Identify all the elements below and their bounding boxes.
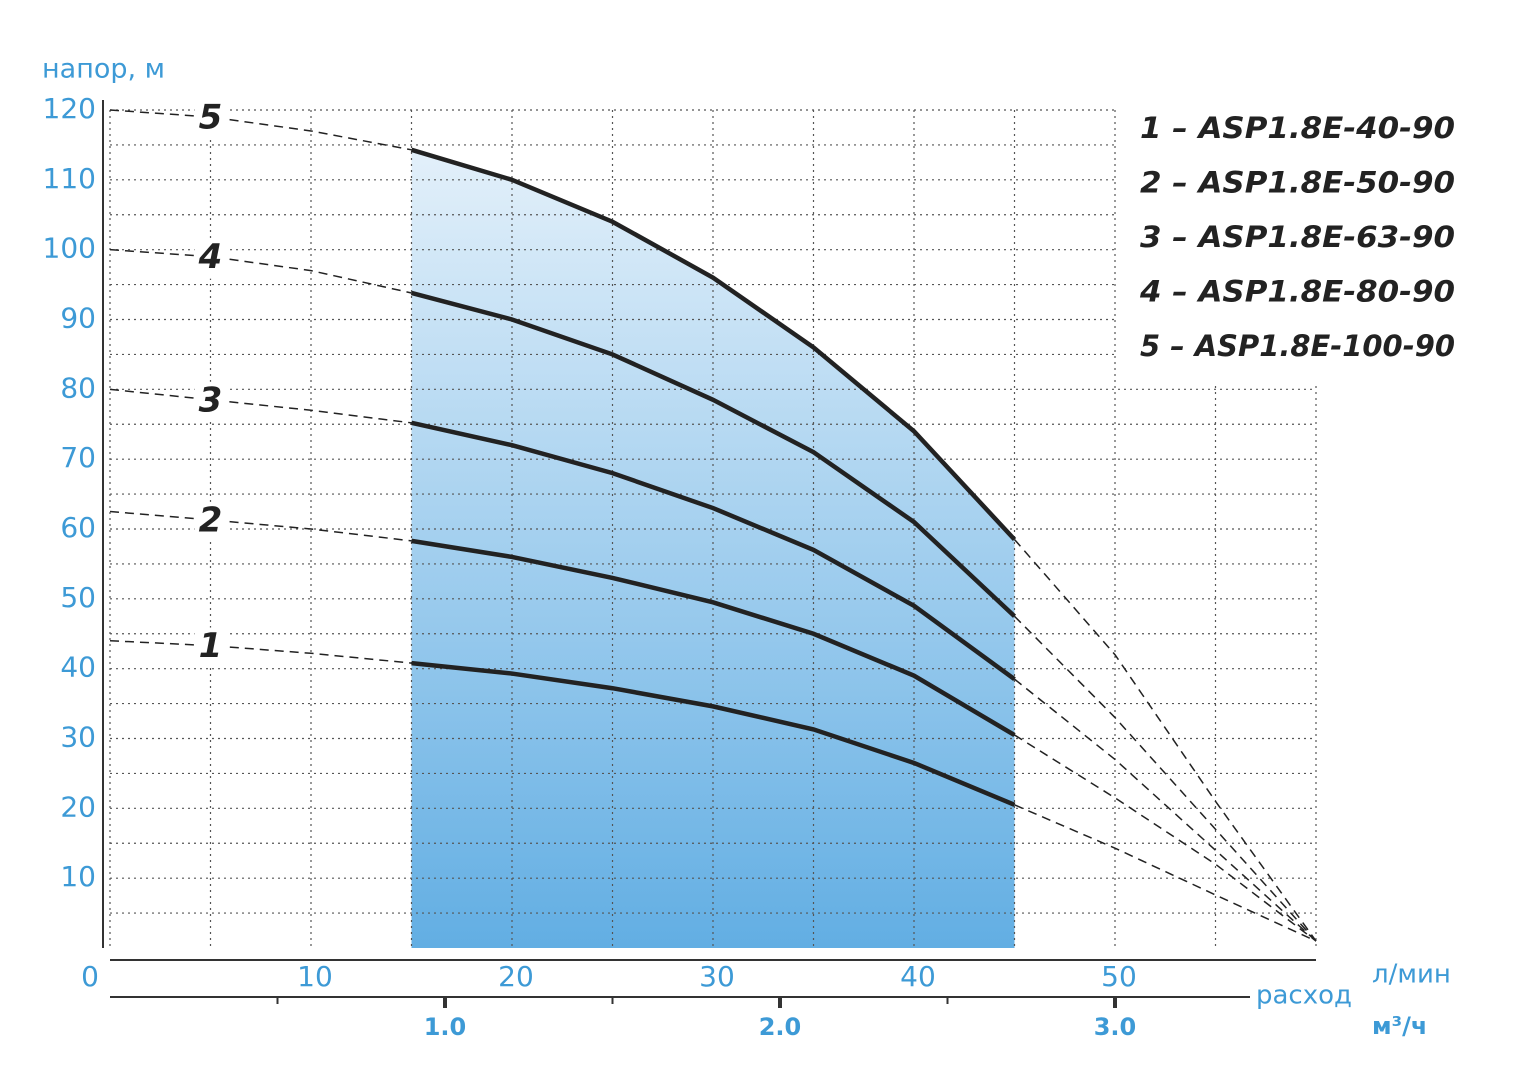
y-tick-label: 20	[60, 790, 96, 823]
x2-tick-label: 1.0	[424, 1013, 467, 1041]
x-tick-label: 10	[297, 960, 333, 993]
y-tick-label: 120	[43, 92, 96, 125]
x2-tick-label: 3.0	[1094, 1013, 1137, 1041]
curve	[411, 660, 1016, 807]
x-tick-label: 50	[1101, 960, 1137, 993]
y-tick-label: 60	[60, 511, 96, 544]
curve-extension	[1014, 804, 1317, 942]
curve-extension	[1014, 734, 1317, 942]
y-tick-label: 40	[60, 651, 96, 684]
x2-tick-label: 2.0	[759, 1013, 802, 1041]
label-bg	[194, 238, 227, 279]
x-axis-label: расход	[1256, 981, 1352, 1011]
curve-label: 3	[199, 380, 223, 420]
label-bg	[194, 381, 227, 422]
curve-label: 1	[199, 626, 223, 666]
curve-extension	[109, 248, 412, 294]
curve-extension	[109, 639, 412, 664]
curve-extension	[1014, 678, 1317, 942]
x-tick-label: 40	[900, 960, 936, 993]
legend-box	[1118, 100, 1376, 385]
x-unit: л/мин	[1372, 960, 1451, 990]
x2-unit: м³/ч	[1372, 1012, 1427, 1040]
y-tick-label: 50	[60, 581, 96, 614]
curve	[411, 538, 1016, 737]
x-tick-label: 30	[699, 960, 735, 993]
curve	[410, 290, 1017, 618]
y-axis-label: напор, м	[42, 54, 165, 85]
x-tick-label: 20	[498, 960, 534, 993]
curve-label: 4	[198, 237, 223, 277]
curve-label: 5	[199, 97, 223, 137]
legend-entry: 2 – ASP1.8E-50-90	[1140, 166, 1455, 200]
curve-extension	[1013, 615, 1317, 942]
y-tick-label: 110	[43, 162, 96, 195]
curve-extension	[1013, 538, 1317, 942]
label-bg	[194, 501, 227, 542]
y-tick-label: 30	[60, 721, 96, 754]
legend-entry: 5 – ASP1.8E-100-90	[1140, 329, 1455, 363]
curve-extension	[109, 510, 412, 542]
label-bg	[194, 98, 227, 139]
x-tick-label: 0	[81, 960, 99, 993]
curve	[410, 147, 1017, 542]
curve	[411, 420, 1016, 681]
curve-extension	[109, 109, 412, 151]
legend-entry: 4 – ASP1.8E-80-90	[1139, 275, 1455, 309]
y-tick-label: 80	[60, 371, 96, 404]
curve-extension	[109, 388, 412, 424]
legend-entry: 1 – ASP1.8E-40-90	[1140, 111, 1455, 145]
y-tick-label: 70	[60, 441, 96, 474]
label-bg	[194, 627, 227, 668]
y-tick-label: 100	[43, 232, 96, 265]
y-tick-label: 10	[60, 860, 96, 893]
curve-label: 2	[199, 500, 223, 540]
legend-entry: 3 – ASP1.8E-63-90	[1140, 220, 1455, 254]
y-tick-label: 90	[60, 302, 96, 335]
